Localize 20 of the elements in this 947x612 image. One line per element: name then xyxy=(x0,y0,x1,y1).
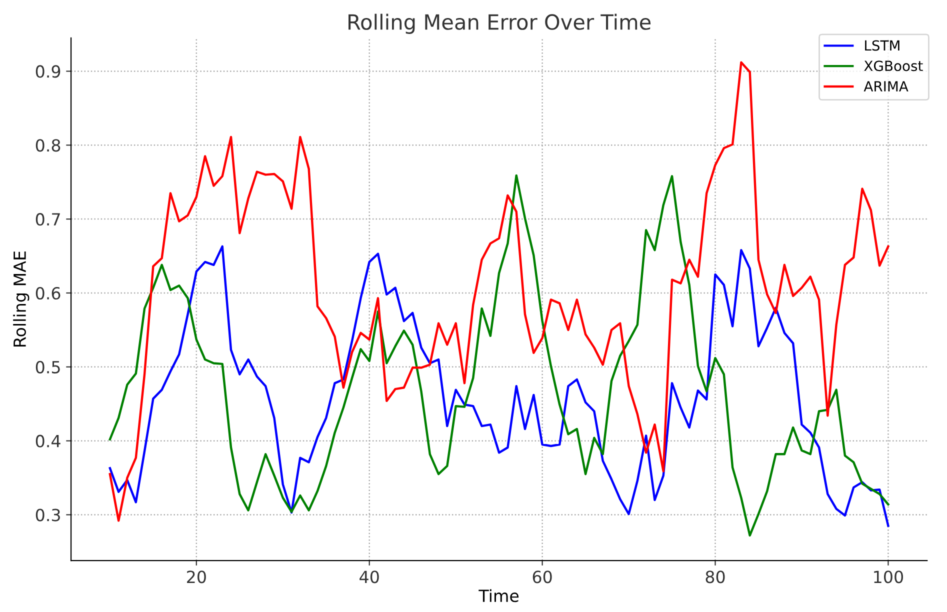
x-tick-label: 40 xyxy=(360,570,379,584)
y-tick-label: 0.3 xyxy=(36,508,60,522)
x-tick-label: 20 xyxy=(187,570,206,584)
x-tick-label: 80 xyxy=(706,570,725,584)
y-tick-label: 0.5 xyxy=(36,360,60,374)
y-tick-label: 0.9 xyxy=(36,65,60,78)
legend-label: XGBoost xyxy=(864,60,923,72)
y-tick-label: 0.8 xyxy=(36,139,60,152)
line-series xyxy=(108,174,890,537)
x-tick-label: 100 xyxy=(874,570,903,584)
y-tick-label: 0.4 xyxy=(36,434,60,448)
x-axis-title: Time xyxy=(478,589,519,602)
y-tick-label: 0.7 xyxy=(36,213,60,226)
line-series xyxy=(108,245,890,527)
legend-label: LSTM xyxy=(865,40,900,51)
legend-label: ARIMA xyxy=(864,81,908,92)
y-axis-title: Rolling MAE xyxy=(13,252,30,346)
x-tick-label: 60 xyxy=(532,570,552,584)
chart-title: Rolling Mean Error Over Time xyxy=(348,14,651,34)
y-tick-label: 0.6 xyxy=(36,286,60,300)
